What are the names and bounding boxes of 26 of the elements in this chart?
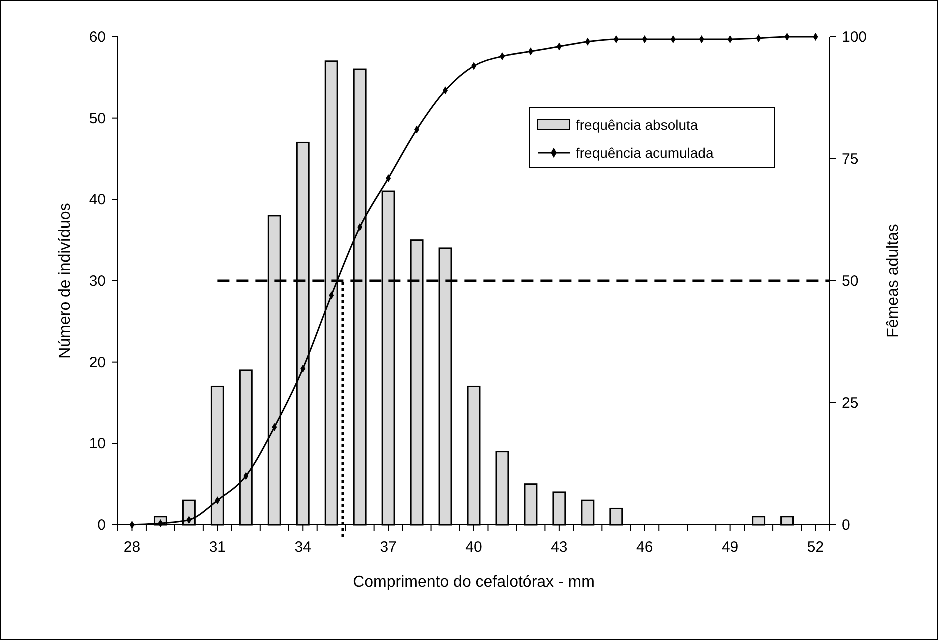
legend-label: frequência absoluta xyxy=(576,117,698,133)
y-tick-label: 40 xyxy=(89,192,106,209)
y-tick-label: 50 xyxy=(89,110,106,128)
x-tick-label: 46 xyxy=(636,539,654,556)
x-tick-label: 49 xyxy=(722,539,739,556)
x-tick-label: 52 xyxy=(807,539,824,556)
y2-tick-label: 0 xyxy=(842,517,850,534)
x-tick-label: 34 xyxy=(294,539,312,556)
x-tick-label: 43 xyxy=(551,539,568,556)
y2-axis-title: Fêmeas adultas xyxy=(885,224,902,338)
y-axis-title: Número de indivíduos xyxy=(57,203,74,359)
y2-tick-label: 100 xyxy=(842,29,868,46)
x-tick-label: 31 xyxy=(209,539,226,556)
legend-label: frequência acumulada xyxy=(576,145,714,161)
x-axis-title: Comprimento do cefalotórax - mm xyxy=(353,574,595,591)
x-tick-label: 37 xyxy=(380,539,397,556)
y2-tick-label: 25 xyxy=(842,395,859,412)
y-tick-label: 20 xyxy=(89,354,106,372)
x-tick-label: 40 xyxy=(466,539,482,556)
y-tick-label: 0 xyxy=(98,517,106,534)
y2-tick-label: 75 xyxy=(842,151,859,168)
y-tick-label: 10 xyxy=(89,436,106,453)
x-tick-label: 28 xyxy=(124,539,141,556)
y-tick-label: 60 xyxy=(89,29,106,46)
y2-tick-label: 50 xyxy=(842,273,859,290)
y-tick-label: 30 xyxy=(89,273,106,290)
